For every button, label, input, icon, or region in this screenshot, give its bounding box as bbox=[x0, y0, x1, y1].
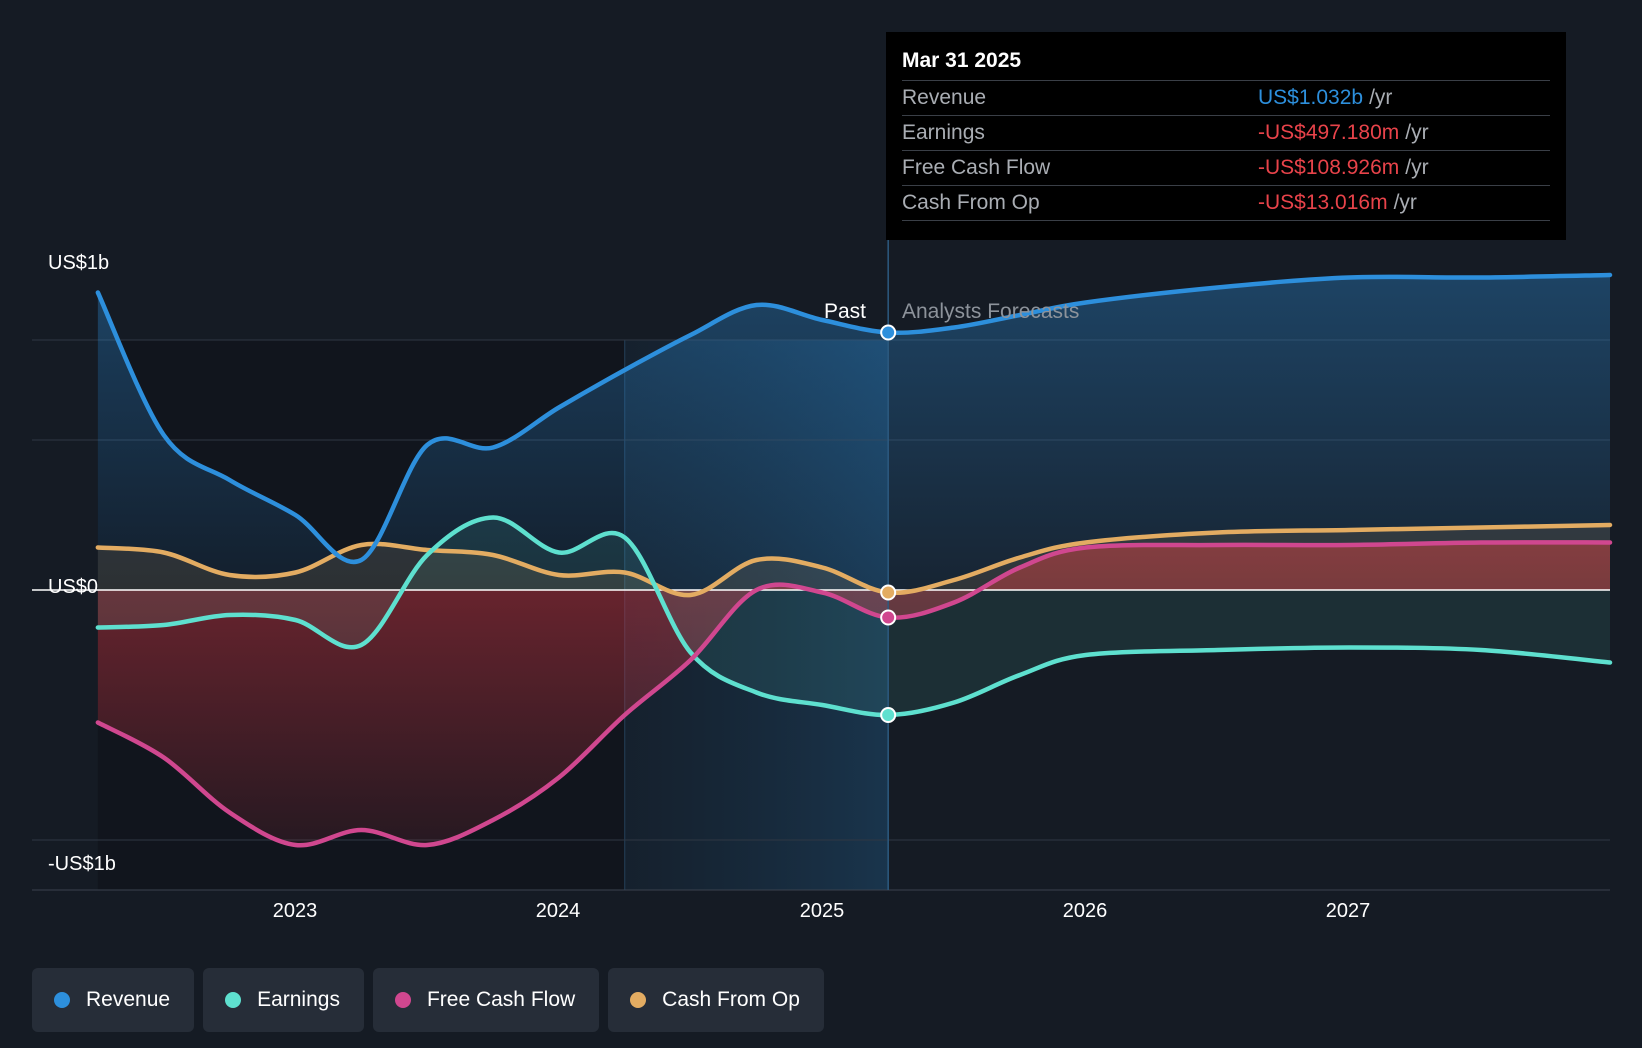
cash-from-op-line bbox=[95, 522, 1613, 598]
x-tick-2023: 2023 bbox=[272, 900, 318, 922]
tooltip-label: Revenue bbox=[902, 86, 987, 109]
legend-dot-icon bbox=[630, 992, 647, 1008]
legend-dot-icon bbox=[54, 992, 70, 1008]
tooltip: Mar 31 2025 Revenue US$1.032b /yr Earnin… bbox=[886, 32, 1566, 240]
past-label: Past bbox=[824, 300, 867, 323]
cash-from-op-area bbox=[97, 525, 1611, 596]
earnings-marker bbox=[880, 707, 897, 723]
x-tick-2027: 2027 bbox=[1325, 900, 1371, 922]
forecast-label: Analysts Forecasts bbox=[902, 300, 1080, 323]
tooltip-row-earnings: Earnings -US$497.180m /yr bbox=[902, 116, 1550, 151]
tooltip-value: -US$108.926m bbox=[1258, 156, 1400, 179]
revenue-line bbox=[95, 272, 1613, 565]
x-tick-2026: 2026 bbox=[1062, 900, 1108, 922]
legend-item-cash-from-op[interactable]: Cash From Op bbox=[608, 968, 824, 1032]
y-tick-bottom: -US$1b bbox=[48, 853, 116, 875]
legend-dot-icon bbox=[225, 992, 242, 1008]
legend: Revenue Earnings Free Cash Flow Cash Fro… bbox=[32, 968, 824, 1032]
free-cash-flow-area bbox=[97, 542, 1611, 846]
tooltip-label: Free Cash Flow bbox=[902, 156, 1051, 179]
legend-label: Revenue bbox=[86, 988, 171, 1011]
tooltip-value: -US$13.016m bbox=[1258, 191, 1388, 214]
tooltip-row-free-cash-flow: Free Cash Flow -US$108.926m /yr bbox=[902, 151, 1550, 186]
tooltip-unit: /yr bbox=[1405, 121, 1429, 144]
y-tick-top: US$1b bbox=[48, 252, 110, 274]
tooltip-unit: /yr bbox=[1393, 191, 1417, 214]
tooltip-date: Mar 31 2025 bbox=[902, 46, 1550, 81]
earnings-line bbox=[95, 515, 1613, 718]
legend-item-earnings[interactable]: Earnings bbox=[203, 968, 364, 1032]
legend-label: Free Cash Flow bbox=[426, 988, 576, 1011]
tooltip-value: -US$497.180m bbox=[1258, 121, 1400, 144]
revenue-area bbox=[97, 275, 1611, 590]
legend-label: Cash From Op bbox=[662, 988, 800, 1011]
tooltip-label: Cash From Op bbox=[902, 191, 1040, 214]
tooltip-row-cash-from-op: Cash From Op -US$13.016m /yr bbox=[902, 186, 1550, 221]
free-cash-flow-line bbox=[95, 540, 1613, 848]
free-cash-flow-marker bbox=[880, 609, 897, 626]
legend-item-free-cash-flow[interactable]: Free Cash Flow bbox=[372, 968, 600, 1032]
cash-from-op-marker bbox=[880, 584, 897, 601]
tooltip-unit: /yr bbox=[1405, 156, 1429, 179]
legend-dot-icon bbox=[394, 992, 411, 1008]
tooltip-value: US$1.032b bbox=[1258, 86, 1364, 109]
y-tick-zero: US$0 bbox=[48, 576, 99, 598]
tooltip-unit: /yr bbox=[1369, 86, 1393, 109]
x-tick-2025: 2025 bbox=[799, 900, 845, 922]
legend-item-revenue[interactable]: Revenue bbox=[32, 968, 195, 1032]
revenue-marker bbox=[880, 324, 897, 341]
tooltip-row-revenue: Revenue US$1.032b /yr bbox=[902, 81, 1550, 116]
legend-label: Earnings bbox=[257, 988, 340, 1011]
tooltip-label: Earnings bbox=[902, 121, 985, 144]
x-tick-2024: 2024 bbox=[535, 900, 581, 922]
earnings-area bbox=[97, 517, 1611, 716]
